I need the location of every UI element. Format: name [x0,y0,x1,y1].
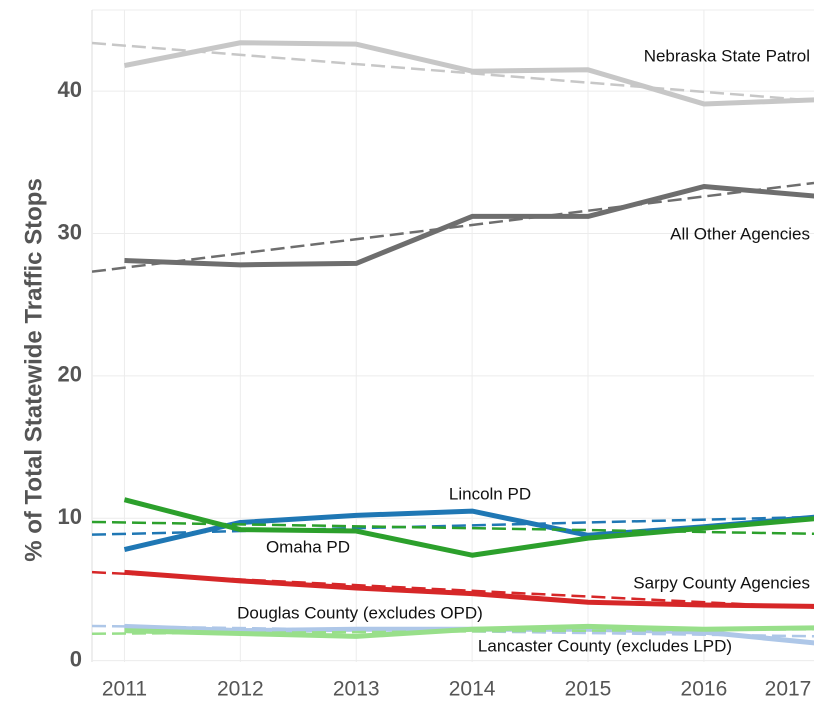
series-line [123,40,814,107]
series-label: Sarpy County Agencies [633,573,810,592]
y-tick-label: 0 [70,646,82,671]
series-label: Nebraska State Patrol [644,46,810,65]
x-tick-label: 2016 [681,678,728,701]
series-label: All Other Agencies [670,224,810,243]
trend-line [92,515,814,536]
series-label: Omaha PD [266,537,350,556]
y-tick-label: 10 [58,504,82,529]
y-tick-label: 40 [58,77,82,102]
trend-line [92,181,814,273]
series-label: Lancaster County (excludes LPD) [478,636,732,655]
series-label: Douglas County (excludes OPD) [237,603,483,622]
x-tick-label: 2015 [565,678,612,701]
y-axis-label: % of Total Statewide Traffic Stops [20,178,47,562]
x-tick-label: 2017 [765,678,812,701]
y-tick-label: 30 [58,219,82,244]
series-line [124,184,814,268]
series-line [124,623,814,639]
series-label: Lincoln PD [449,484,531,503]
series-line [123,497,814,558]
plot-area [92,40,814,646]
x-tick-label: 2012 [217,678,264,701]
series-line [124,569,814,609]
x-tick-label: 2014 [449,678,496,701]
y-tick-label: 20 [58,362,82,387]
x-tick-label: 2013 [333,678,380,701]
x-tick-label: 2011 [102,678,147,701]
series-line [123,508,814,552]
trend-line [92,41,814,102]
